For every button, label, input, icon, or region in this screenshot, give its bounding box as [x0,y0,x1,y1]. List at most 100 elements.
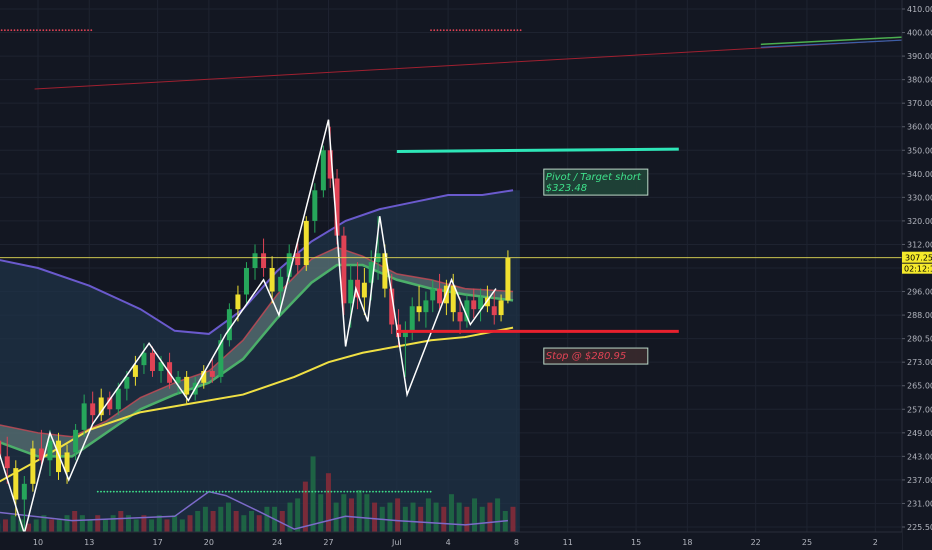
volume-bar [402,506,408,532]
candle-body [361,282,367,298]
annotation-text-target: Pivot / Target short [546,172,642,183]
channel-line-upper[interactable] [760,36,910,46]
candle-body [56,440,62,473]
red-dot [433,29,436,32]
green-dot [170,490,173,493]
green-dot [314,490,317,493]
ribbon-lower-line [0,263,514,458]
price-tick-label: 257.00 [907,405,932,414]
volume-bar [225,502,231,532]
candle-body [312,190,318,221]
time-tick-label: 18 [682,538,692,547]
price-tick-label: 231.00 [907,499,932,508]
candle-body [355,279,361,298]
current-price-badge [902,251,932,263]
red-dot [83,29,86,32]
red-dot [500,29,503,32]
green-dot [349,490,352,493]
price-tick-label: 288.00 [907,311,932,320]
candle-body [430,288,436,301]
green-dot [234,490,237,493]
red-dot [48,29,51,32]
red-dot [87,29,89,32]
green-dot [218,490,221,493]
green-dot [176,490,179,493]
red-dot [506,29,509,32]
annotation-box-target[interactable] [543,168,649,196]
green-dot [231,490,234,493]
red-dot [468,29,471,32]
volume-bar [510,506,516,532]
time-tick-label: 27 [323,538,333,547]
volume-bar [41,515,47,532]
annotations[interactable]: Pivot / Target short$323.48 Stop @ $280.9… [543,168,649,365]
red-dot [497,29,500,32]
countdown-badge [902,263,932,274]
green-dot [394,490,397,493]
red-dot [462,29,464,32]
candle-body [0,440,2,457]
volume-bar [487,502,493,532]
green-dot [250,490,253,493]
price-axis[interactable]: 410.00 400.00 390.00 380.00 370.00 360.00 350.… [901,0,932,550]
red-dot [474,29,477,32]
candle-body [327,150,333,179]
red-dot [64,29,67,32]
green-dot [365,490,368,493]
candle-body [437,288,443,304]
green-dot [100,490,102,493]
price-tick-label: 249.00 [907,429,932,438]
zigzag-line[interactable] [0,119,497,537]
red-dot [516,29,519,32]
green-dot [135,490,138,493]
volume-bar [387,502,393,532]
red-dot [61,29,64,32]
price-axis-bg [902,0,932,550]
candle-body [107,397,113,410]
red-dot [3,29,6,32]
price-tick-label: 296.00 [907,288,932,297]
volume-bar [472,498,478,532]
price-tick-label: 312.00 [907,240,932,249]
green-dot [423,490,426,493]
candle-body [389,288,395,325]
green-dot [244,490,246,493]
candlesticks [0,126,511,534]
red-dot [45,29,48,32]
red-dot [26,29,29,32]
green-dot [378,490,381,493]
channel-line-lower[interactable] [760,39,910,48]
green-dot [240,490,243,493]
green-dot [416,490,419,493]
red-dot [484,29,487,32]
price-tick-label: 237.00 [907,476,932,485]
volume-bar [33,519,39,532]
candle-body [491,306,497,316]
green-dot [260,490,262,493]
price-tick-label: 410.00 [907,5,932,14]
red-dot [16,29,19,32]
volume-bar [456,502,462,532]
target-line[interactable] [396,147,679,153]
candle-body [498,300,504,316]
annotation-box-stop[interactable] [543,347,649,365]
trend-line[interactable] [34,39,910,90]
red-dot [55,29,57,32]
candle-body [98,397,104,416]
green-dot [317,490,320,493]
price-tick-label: 225.50 [907,523,932,532]
green-dot [413,490,416,493]
time-axis[interactable]: 10 13 17 20 24 27 Jul 4 8 11 15 18 22 25 2 [0,531,902,550]
candle-body [158,362,164,372]
drawing-tools[interactable] [0,29,910,537]
green-dot [372,490,374,493]
red-dot [478,29,480,32]
candle-body [81,403,87,430]
red-dot [439,29,442,32]
candle-body [295,253,301,266]
candle-body [341,235,347,304]
volume-bar [302,481,308,532]
volume-bar [218,506,224,532]
red-dot [481,29,484,32]
